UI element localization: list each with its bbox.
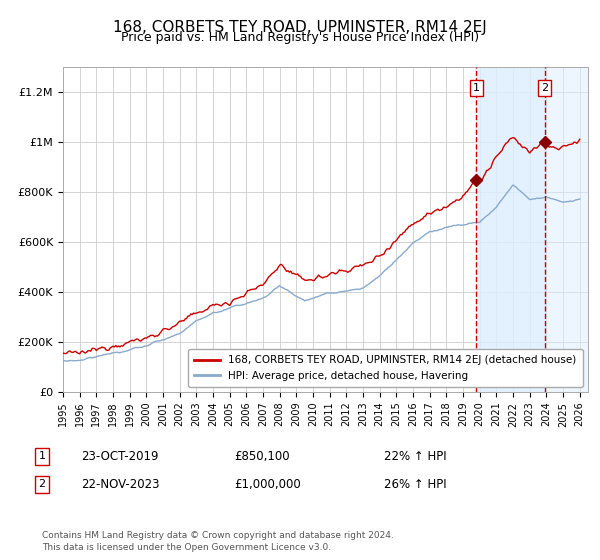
Text: Contains HM Land Registry data © Crown copyright and database right 2024.
This d: Contains HM Land Registry data © Crown c… — [42, 531, 394, 552]
Text: 168, CORBETS TEY ROAD, UPMINSTER, RM14 2EJ: 168, CORBETS TEY ROAD, UPMINSTER, RM14 2… — [113, 20, 487, 35]
Text: 22% ↑ HPI: 22% ↑ HPI — [384, 450, 446, 463]
Text: 23-OCT-2019: 23-OCT-2019 — [81, 450, 158, 463]
Text: Price paid vs. HM Land Registry's House Price Index (HPI): Price paid vs. HM Land Registry's House … — [121, 31, 479, 44]
Text: 1: 1 — [38, 451, 46, 461]
Legend: 168, CORBETS TEY ROAD, UPMINSTER, RM14 2EJ (detached house), HPI: Average price,: 168, CORBETS TEY ROAD, UPMINSTER, RM14 2… — [188, 349, 583, 387]
Text: £850,100: £850,100 — [234, 450, 290, 463]
Bar — [545, 67, 588, 392]
Bar — [545, 67, 588, 392]
Text: 2: 2 — [541, 83, 548, 94]
Text: 1: 1 — [473, 83, 480, 94]
Bar — [476, 67, 545, 392]
Text: £1,000,000: £1,000,000 — [234, 478, 301, 491]
Text: 26% ↑ HPI: 26% ↑ HPI — [384, 478, 446, 491]
Text: 22-NOV-2023: 22-NOV-2023 — [81, 478, 160, 491]
Text: 2: 2 — [38, 479, 46, 489]
